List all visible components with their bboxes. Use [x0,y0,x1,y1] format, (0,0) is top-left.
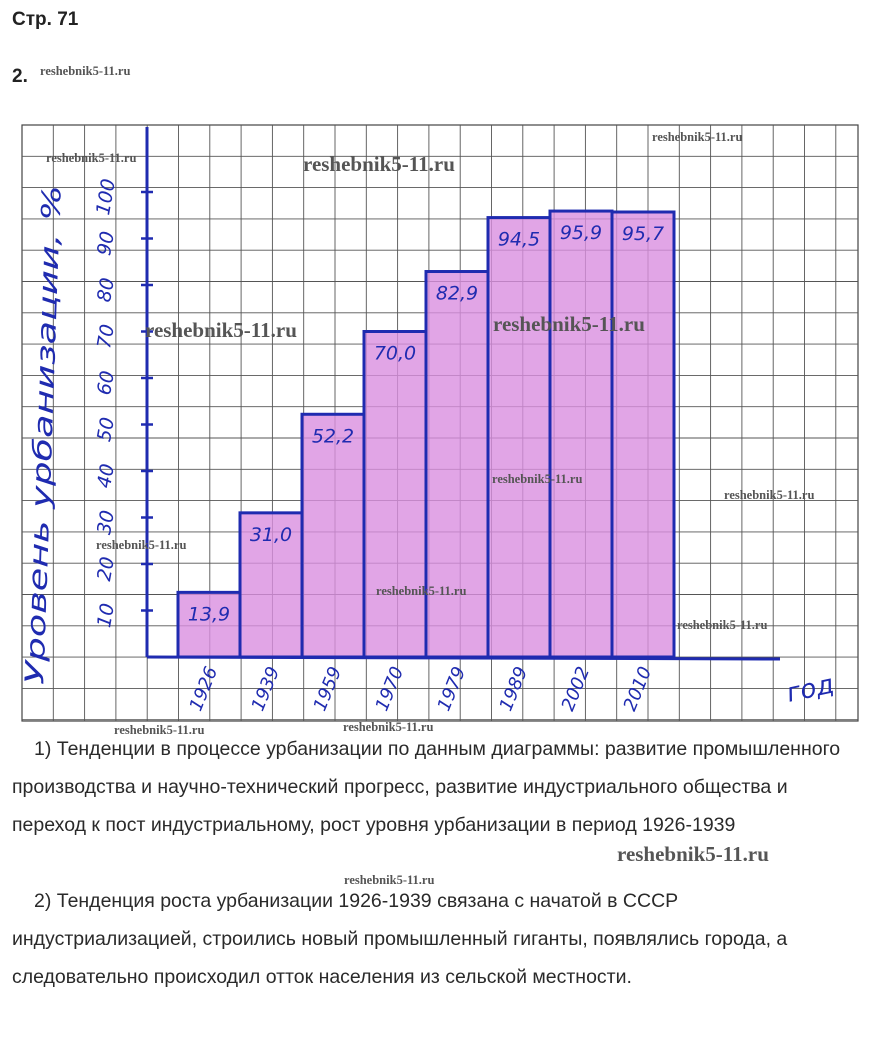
y-tick-label: 50 [93,416,119,444]
y-tick-label: 40 [93,462,119,490]
x-tick-label: 2002 [558,664,595,714]
bar-value-label: 13,9 [188,603,230,625]
x-tick-label: 1959 [310,664,347,714]
bar-value-label: 70,0 [374,343,416,365]
watermark: reshebnik5-11.ru [724,488,815,502]
bar-value-label: 95,9 [560,222,602,244]
y-axis-title: Уровень урбанизации, % [20,184,67,685]
watermark: reshebnik5-11.ru [677,618,768,632]
bar [548,209,614,659]
chart-bars [176,209,676,659]
bar [238,511,304,659]
watermark: reshebnik5-11.ru [493,312,645,336]
x-axis-line [146,655,781,661]
chart-axes [141,127,781,661]
answer-text-2: 2) Тенденция роста урбанизации 1926-1939… [12,890,788,988]
watermark: reshebnik5-11.ru [652,130,743,144]
y-tick-label: 30 [93,509,119,537]
y-tick-label: 90 [93,230,119,258]
page-title: Стр. 71 [12,9,79,30]
bar-value-label: 94,5 [498,229,540,251]
x-tick-label: 1979 [434,664,471,714]
watermark: reshebnik5-11.ru [617,842,769,866]
answer-paragraph-1: 1) Тенденции в процессе урбанизации по д… [12,730,862,844]
y-tick-label: 60 [93,369,119,397]
bar-value-label: 95,7 [622,223,664,245]
x-tick-label: 1970 [372,664,409,714]
y-tick-label: 10 [93,602,119,630]
bar [486,216,552,659]
watermark: reshebnik5-11.ru [343,720,434,734]
watermark: reshebnik5-11.ru [303,152,455,176]
y-tick-label: 20 [93,555,119,583]
x-tick-label: 1939 [248,664,285,714]
bar-value-label: 52,2 [312,425,354,447]
watermark: reshebnik5-11.ru [114,723,205,737]
urbanization-bar-chart: 13,9 1926 31,0 1939 52,2 1959 70,0 1970 82,9 1979… [20,124,859,722]
x-tick-label: 2010 [620,664,657,714]
y-tick-label: 80 [93,276,119,304]
x-axis-title: год [784,670,837,709]
bar-value-label: 82,9 [436,283,478,305]
bar [610,210,676,659]
x-tick-label: 1989 [496,664,533,714]
x-tick-label: 1926 [186,664,223,714]
watermark: reshebnik5-11.ru [96,538,187,552]
watermark: reshebnik5-11.ru [344,873,435,887]
answer-text-1: 1) Тенденции в процессе урбанизации по д… [12,738,841,836]
answer-paragraph-2: 2) Тенденция роста урбанизации 1926-1939… [12,882,862,996]
watermark: reshebnik5-11.ru [40,64,131,78]
watermark: reshebnik5-11.ru [492,472,583,486]
watermark: reshebnik5-11.ru [145,318,297,342]
bar [362,330,428,659]
task-number: 2. [12,66,28,87]
watermark: reshebnik5-11.ru [376,584,467,598]
bar [424,270,490,659]
grid-border [21,124,859,722]
watermark: reshebnik5-11.ru [46,151,137,165]
bar [300,412,366,659]
bar-value-label: 31,0 [250,524,292,546]
y-tick-label: 70 [93,323,119,351]
